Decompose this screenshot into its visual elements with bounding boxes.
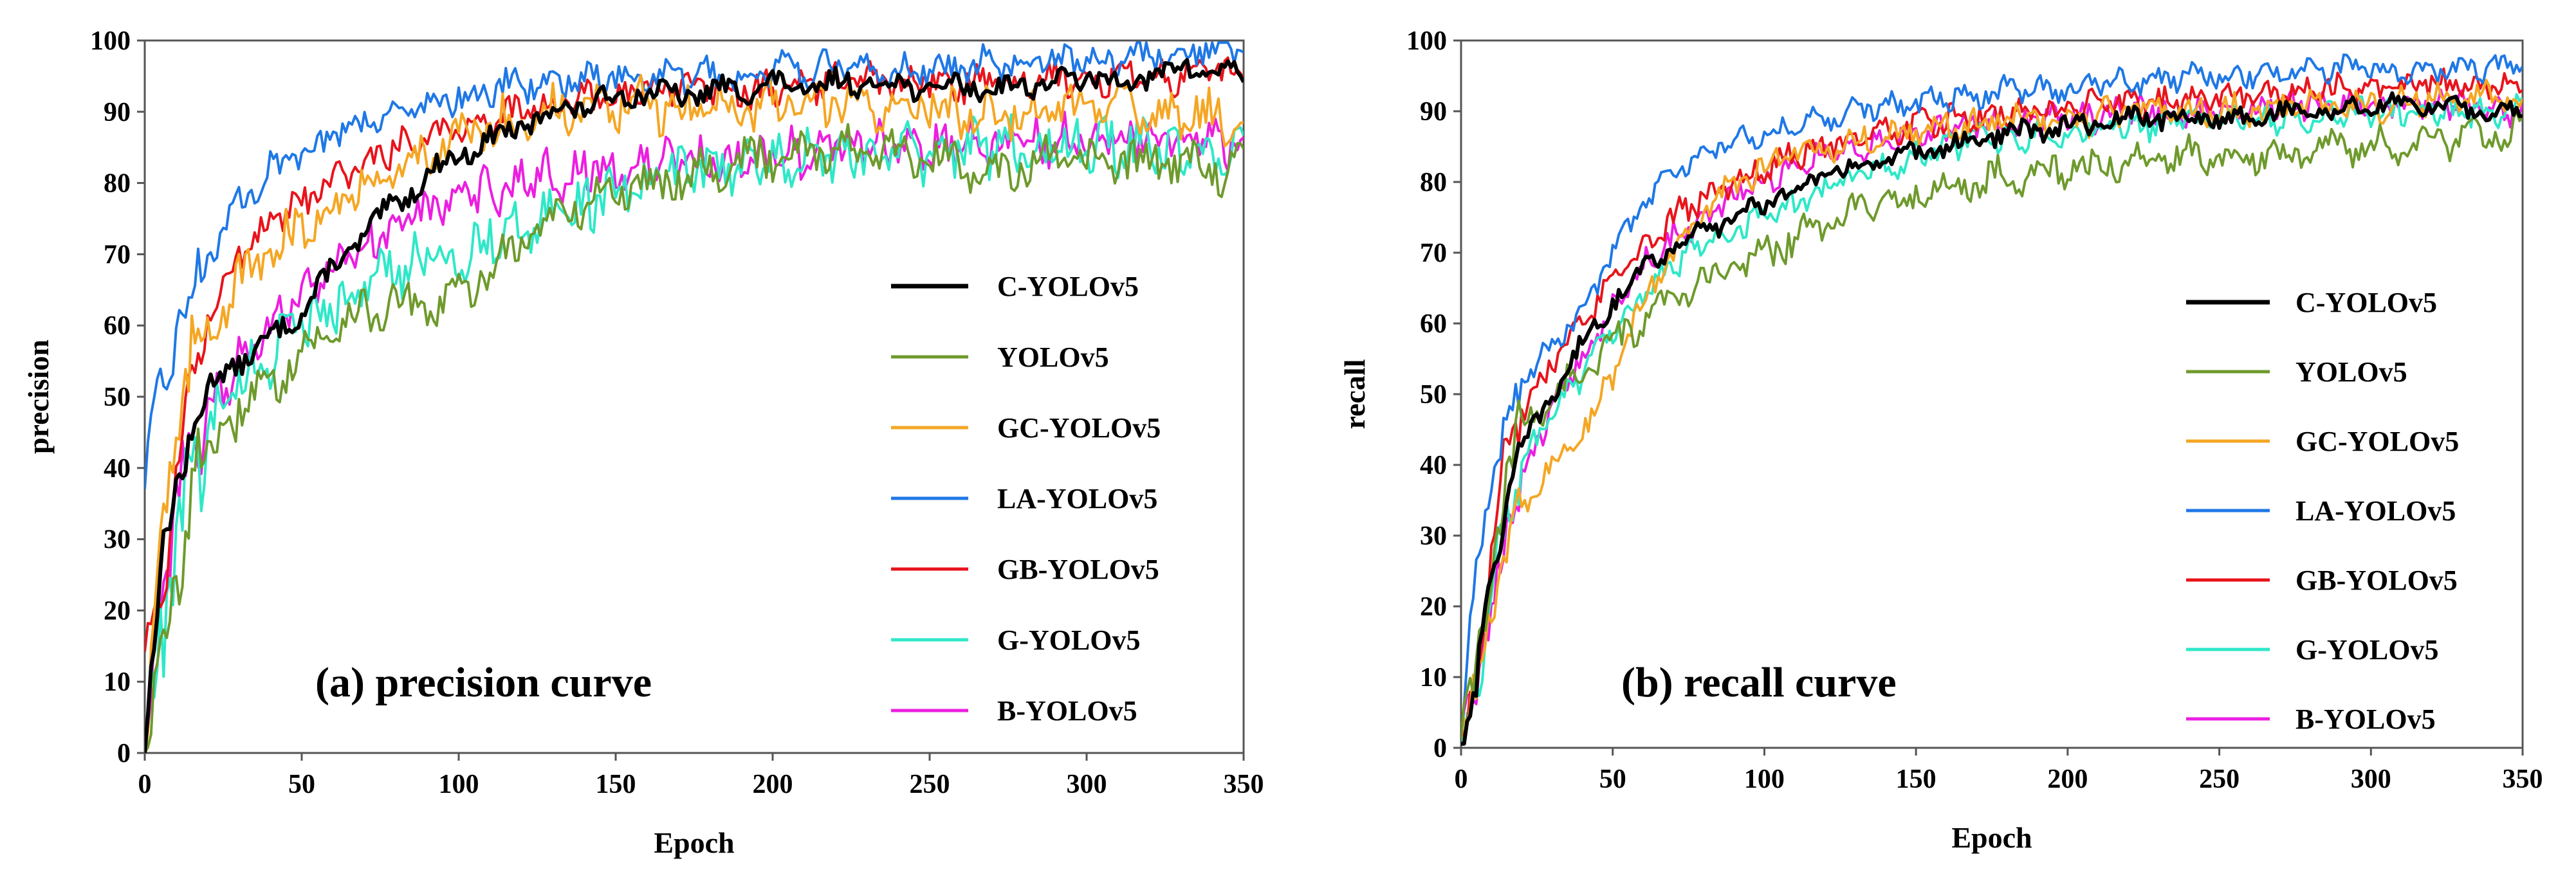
x-tick-label: 300	[2351, 765, 2391, 794]
series-line-gb-yolov5	[145, 56, 1244, 652]
legend-label: LA-YOLOv5	[997, 483, 1157, 514]
legend-label: LA-YOLOv5	[2295, 495, 2456, 527]
legend-label: G-YOLOv5	[997, 624, 1140, 656]
x-tick-label: 150	[1896, 765, 1937, 794]
y-tick-label: 30	[1420, 521, 1447, 551]
y-tick-label: 60	[1420, 309, 1447, 339]
x-axis-label: Epoch	[654, 826, 734, 859]
series-line-la-yolov5	[145, 41, 1244, 489]
y-tick-label: 10	[1420, 663, 1447, 693]
legend-label: G-YOLOv5	[2295, 634, 2438, 666]
x-tick-label: 50	[288, 770, 315, 799]
series-line-la-yolov5	[1461, 53, 2523, 739]
y-tick-label: 100	[1406, 26, 1447, 56]
y-tick-label: 90	[1420, 97, 1447, 127]
x-tick-label: 350	[1224, 770, 1264, 799]
chart-title: (a) precision curve	[315, 659, 652, 706]
series-line-c-yolov5	[145, 58, 1244, 753]
y-tick-label: 50	[104, 383, 131, 412]
legend-label: B-YOLOv5	[2295, 703, 2436, 735]
legend-label: YOLOv5	[997, 341, 1109, 373]
y-tick-label: 0	[117, 739, 131, 768]
legend-label: GC-YOLOv5	[997, 412, 1161, 444]
y-tick-label: 20	[104, 596, 131, 626]
legend: C-YOLOv5 YOLOv5 GC-YOLOv5 LA-YOLOv5 GB-YOLOv…	[891, 271, 1161, 727]
x-tick-label: 0	[1455, 765, 1468, 794]
series-line-yolov5	[145, 123, 1244, 753]
y-tick-label: 20	[1420, 592, 1447, 622]
y-tick-label: 10	[104, 667, 131, 697]
x-tick-label: 100	[439, 770, 479, 799]
y-tick-label: 50	[1420, 380, 1447, 410]
precision-chart-panel: 0 10 20 30 40 50 60 70 80 90 100 0 50 100 150 200 250 300…	[22, 26, 1264, 859]
y-tick-label: 30	[104, 525, 131, 555]
y-axis-label: precision	[22, 340, 55, 454]
legend-label: GC-YOLOv5	[2295, 426, 2459, 457]
legend-label: B-YOLOv5	[997, 695, 1137, 727]
y-tick-label: 40	[1420, 451, 1447, 480]
y-tick-label: 0	[1433, 734, 1447, 763]
y-tick-label: 70	[104, 240, 131, 269]
series-line-gc-yolov5	[1461, 78, 2523, 739]
y-tick-label: 90	[104, 98, 131, 127]
x-axis-label: Epoch	[1951, 821, 2032, 854]
series-lines	[1461, 53, 2523, 746]
legend: C-YOLOv5 YOLOv5 GC-YOLOv5 LA-YOLOv5 GB-YOLOv…	[2186, 287, 2459, 735]
y-tick-label: 100	[90, 26, 131, 56]
x-tick-label: 0	[138, 770, 152, 799]
series-line-c-yolov5	[1461, 91, 2523, 746]
y-tick-label: 60	[104, 311, 131, 341]
x-tick-label: 350	[2503, 765, 2543, 794]
legend-label: C-YOLOv5	[997, 271, 1139, 302]
y-tick-label: 40	[104, 454, 131, 484]
legend-label: C-YOLOv5	[2295, 287, 2437, 318]
series-line-yolov5	[1461, 110, 2523, 739]
series-line-g-yolov5	[145, 113, 1244, 753]
recall-chart-panel: 0 10 20 30 40 50 60 70 80 90 100 0 50 100 150 200 250 300…	[1338, 26, 2543, 854]
x-tick-label: 200	[2047, 765, 2088, 794]
x-tick-label: 100	[1744, 765, 1785, 794]
series-line-g-yolov5	[1461, 93, 2523, 745]
legend-label: YOLOv5	[2295, 356, 2407, 388]
x-tick-label: 50	[1599, 765, 1626, 794]
series-line-gc-yolov5	[145, 72, 1244, 753]
series-lines	[145, 41, 1244, 753]
x-tick-label: 300	[1067, 770, 1107, 799]
legend-label: GB-YOLOv5	[997, 554, 1159, 585]
y-axis-label: recall	[1338, 359, 1371, 430]
series-line-gb-yolov5	[1461, 67, 2523, 738]
y-tick-label: 80	[104, 169, 131, 199]
x-tick-label: 250	[910, 770, 950, 799]
x-tick-label: 150	[596, 770, 636, 799]
x-tick-label: 250	[2199, 765, 2240, 794]
y-tick-label: 80	[1420, 168, 1447, 197]
legend-label: GB-YOLOv5	[2295, 565, 2458, 596]
chart-title: (b) recall curve	[1621, 659, 1897, 706]
y-tick-label: 70	[1420, 239, 1447, 268]
x-tick-label: 200	[753, 770, 793, 799]
